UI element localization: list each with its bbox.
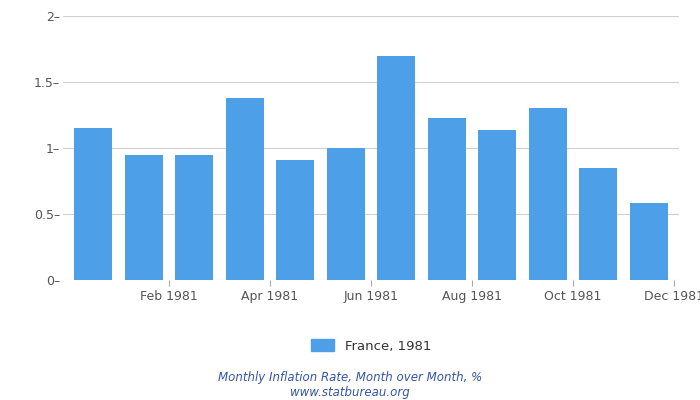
Bar — [327, 148, 365, 280]
Bar — [528, 108, 567, 280]
Bar — [478, 130, 516, 280]
Bar — [377, 56, 415, 280]
Bar — [580, 168, 617, 280]
Bar — [428, 118, 466, 280]
Bar — [74, 128, 112, 280]
Bar — [175, 154, 214, 280]
Bar — [226, 98, 264, 280]
Text: www.statbureau.org: www.statbureau.org — [290, 386, 410, 399]
Bar — [276, 160, 314, 280]
Bar — [125, 154, 162, 280]
Legend: France, 1981: France, 1981 — [311, 339, 431, 353]
Text: Monthly Inflation Rate, Month over Month, %: Monthly Inflation Rate, Month over Month… — [218, 372, 482, 384]
Bar — [630, 204, 668, 280]
